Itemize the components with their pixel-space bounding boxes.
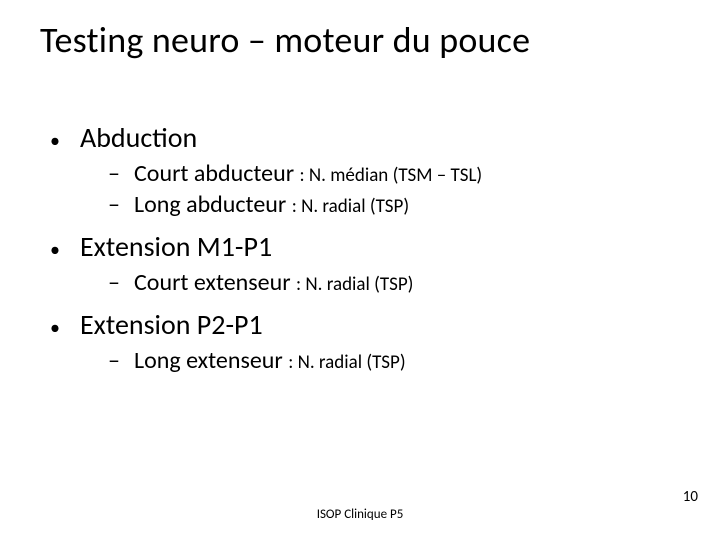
bullet-dot-icon: • (50, 314, 80, 342)
dash-icon: – (108, 346, 134, 375)
level2-line: Court extenseur : N. radial (TSP) (134, 268, 413, 297)
level2-line: Court abducteur : N. médian (TSM – TSL) (134, 159, 482, 188)
level2-main: Long abducteur (134, 190, 292, 219)
section-abduction: • Abduction – Court abducteur : N. média… (50, 120, 720, 219)
level2-main: Long extenseur (134, 346, 288, 375)
level2-sub: : N. radial (TSP) (296, 273, 413, 296)
bullet-level2: – Long extenseur : N. radial (TSP) (50, 346, 720, 375)
slide-title: Testing neuro – moteur du pouce (0, 0, 720, 62)
level1-text: Abduction (80, 120, 197, 155)
dash-icon: – (108, 159, 134, 188)
level1-text: Extension M1-P1 (80, 229, 272, 264)
bullet-dot-icon: • (50, 236, 80, 264)
slide-footer: ISOP Clinique P5 (0, 507, 720, 522)
bullet-level1: • Extension M1-P1 (50, 229, 720, 264)
bullet-level2: – Court abducteur : N. médian (TSM – TSL… (50, 159, 720, 188)
bullet-level2: – Court extenseur : N. radial (TSP) (50, 268, 720, 297)
level2-line: Long extenseur : N. radial (TSP) (134, 346, 406, 375)
level2-main: Court extenseur (134, 268, 296, 297)
page-number: 10 (683, 488, 698, 506)
bullet-dot-icon: • (50, 127, 80, 155)
level2-sub: : N. radial (TSP) (292, 195, 409, 218)
section-extension-p2p1: • Extension P2-P1 – Long extenseur : N. … (50, 307, 720, 375)
dash-icon: – (108, 190, 134, 219)
dash-icon: – (108, 268, 134, 297)
level1-text: Extension P2-P1 (80, 307, 263, 342)
level2-main: Court abducteur (134, 159, 300, 188)
level2-line: Long abducteur : N. radial (TSP) (134, 190, 409, 219)
slide-content: • Abduction – Court abducteur : N. média… (0, 62, 720, 375)
level2-sub: : N. radial (TSP) (288, 351, 405, 374)
bullet-level2: – Long abducteur : N. radial (TSP) (50, 190, 720, 219)
section-extension-m1p1: • Extension M1-P1 – Court extenseur : N.… (50, 229, 720, 297)
level2-sub: : N. médian (TSM – TSL) (300, 164, 483, 187)
bullet-level1: • Abduction (50, 120, 720, 155)
bullet-level1: • Extension P2-P1 (50, 307, 720, 342)
